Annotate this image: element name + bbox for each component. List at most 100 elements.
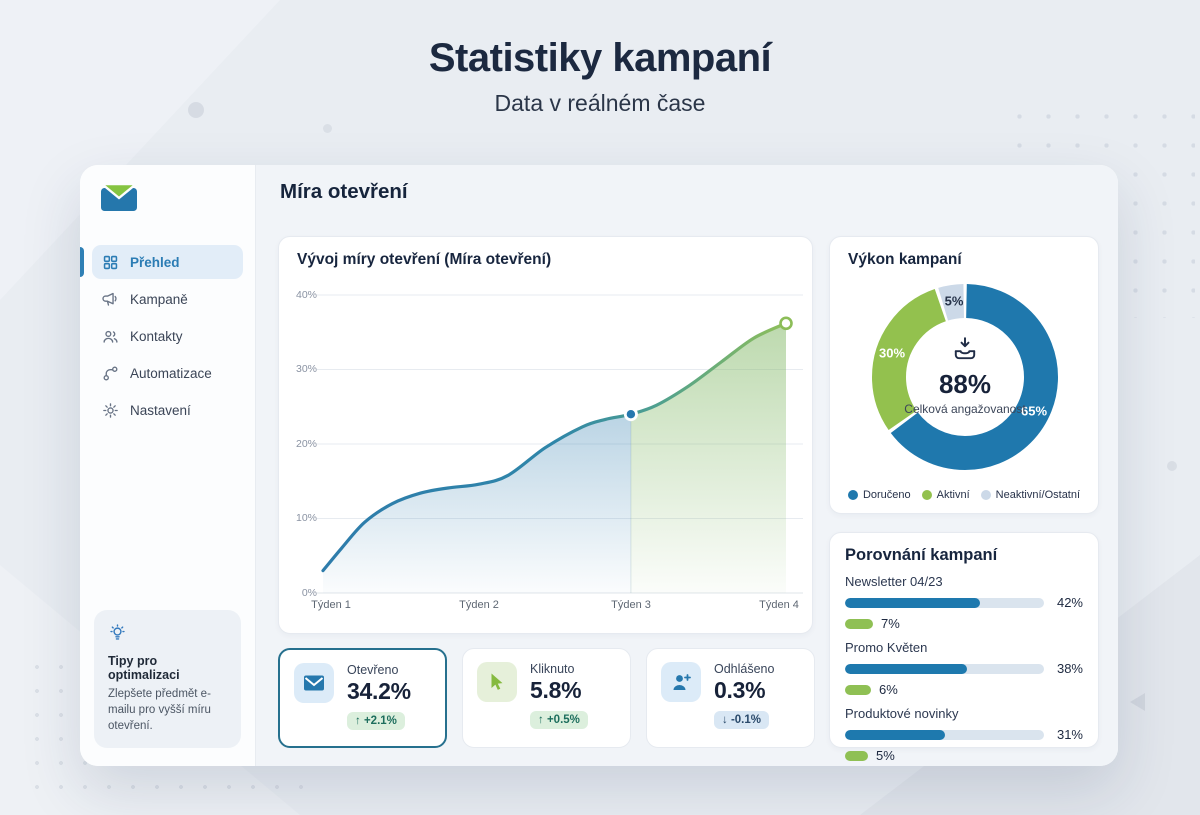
bg-circle bbox=[1167, 461, 1177, 471]
click-rate-value: 7% bbox=[881, 616, 900, 631]
legend-dot-light bbox=[980, 490, 991, 500]
sidebar-item-kontakty[interactable]: Kontakty bbox=[92, 319, 243, 353]
envelope-flap bbox=[98, 182, 140, 200]
sidebar-item-nastaveni[interactable]: Nastavení bbox=[92, 393, 243, 427]
bg-circle bbox=[323, 124, 332, 133]
legend-item-aktivni: Aktivní bbox=[921, 489, 970, 501]
campaign-name: Produktové novinky bbox=[845, 706, 959, 721]
dashboard-panel: Přehled Kampaně Kontakty bbox=[80, 165, 1118, 766]
x-tick: Týden 2 bbox=[459, 599, 499, 611]
trend-line bbox=[321, 321, 788, 573]
x-tick: Týden 4 bbox=[759, 599, 799, 611]
arrow-up-icon: ↑ bbox=[355, 715, 361, 727]
stat-label: Odhlášeno bbox=[714, 662, 775, 676]
sidebar-item-label: Automatizace bbox=[130, 365, 212, 381]
bg-triangle bbox=[1130, 693, 1145, 711]
inbox-arrow-down-icon bbox=[954, 337, 976, 360]
campaign-performance-card: Výkon kampaní 65% 30% 5% 88% Celková ang… bbox=[829, 236, 1099, 514]
y-tick: 40% bbox=[295, 289, 317, 301]
sidebar-item-label: Kampaně bbox=[130, 291, 188, 307]
users-icon bbox=[102, 327, 120, 345]
donut-center: 88% Celková angažovanost bbox=[900, 337, 1030, 417]
click-rate-value: 6% bbox=[879, 682, 898, 697]
arrow-up-icon: ↑ bbox=[538, 714, 544, 726]
donut-chart bbox=[872, 284, 1058, 470]
page-subtitle: Data v reálném čase bbox=[494, 90, 706, 116]
engagement-value: 88% bbox=[938, 369, 992, 399]
stat-cards-row: Otevřeno 34.2% ↑ +2.1% Kliknuto 5.8% ↑ bbox=[278, 648, 815, 748]
legend-label: Neaktivní/Ostatní bbox=[995, 489, 1081, 501]
engagement-label: Celková angažovanost bbox=[904, 402, 1026, 416]
gear-icon bbox=[102, 401, 120, 419]
page-header: Statistiky kampaní Data v reálném čase bbox=[0, 36, 1200, 117]
data-point-week3-dot bbox=[626, 410, 636, 419]
click-rate-value: 5% bbox=[876, 748, 895, 763]
legend-item-doruceno: Doručeno bbox=[847, 489, 911, 501]
open-rate-bar bbox=[845, 729, 945, 740]
envelope-logo bbox=[98, 182, 140, 218]
legend-label: Aktivní bbox=[936, 489, 970, 501]
delta-value: +0.5% bbox=[546, 714, 580, 726]
tip-title: Tipy pro optimalizaci bbox=[108, 653, 180, 682]
donut-segment-doruceno[interactable] bbox=[872, 284, 1058, 470]
open-rate-value: 38% bbox=[1056, 661, 1083, 676]
active-nav-accent-bar bbox=[80, 247, 84, 277]
delta-value: +2.1% bbox=[363, 715, 397, 727]
data-point-week4[interactable] bbox=[779, 316, 793, 331]
segment-label-30: 30% bbox=[878, 345, 906, 361]
donut-legend: Doručeno Aktivní Neaktivní/Ostatní bbox=[830, 489, 1098, 501]
delta-badge: ↓ -0.1% bbox=[714, 711, 769, 729]
campaign-name: Newsletter 04/23 bbox=[845, 574, 943, 589]
donut-segment-aktivni[interactable] bbox=[872, 284, 1058, 470]
segment-label-5: 5% bbox=[944, 293, 964, 309]
sidebar-item-label: Kontakty bbox=[130, 328, 183, 344]
tip-body: Zlepšete předmět e-mailu pro vyšší míru … bbox=[108, 687, 211, 732]
open-rate-track bbox=[845, 663, 1044, 674]
click-rate-bar bbox=[845, 684, 871, 695]
segment-label-65: 65% bbox=[1020, 403, 1048, 419]
grid-icon bbox=[102, 253, 120, 271]
arrow-down-icon: ↓ bbox=[722, 714, 728, 726]
sidebar-item-label: Přehled bbox=[130, 254, 180, 270]
legend-label: Doručeno bbox=[862, 489, 911, 501]
stat-card-otevreno[interactable]: Otevřeno 34.2% ↑ +2.1% bbox=[278, 648, 447, 748]
campaign-row-promo: Promo Květen 38% 6% bbox=[845, 640, 1083, 697]
section-heading: Míra otevření bbox=[280, 180, 408, 203]
y-tick: 10% bbox=[295, 512, 317, 524]
automation-nodes-icon bbox=[102, 364, 120, 382]
legend-dot-blue bbox=[847, 490, 858, 500]
delta-value: -0.1% bbox=[730, 714, 761, 726]
sidebar-item-prehled[interactable]: Přehled bbox=[92, 245, 243, 279]
comparison-title: Porovnání kampaní bbox=[845, 546, 998, 564]
open-rate-bar bbox=[845, 663, 967, 674]
open-rate-trend-card: Vývoj míry otevření (Míra otevření) 40% … bbox=[278, 236, 813, 634]
sidebar-item-automatizace[interactable]: Automatizace bbox=[92, 356, 243, 390]
sidebar-item-label: Nastavení bbox=[130, 402, 191, 418]
optimization-tip-box: Tipy pro optimalizaci Zlepšete předmět e… bbox=[94, 609, 241, 748]
legend-item-neaktivni: Neaktivní/Ostatní bbox=[980, 489, 1081, 501]
sidebar: Přehled Kampaně Kontakty bbox=[80, 165, 256, 766]
open-rate-value: 42% bbox=[1056, 595, 1083, 610]
stat-card-kliknuto[interactable]: Kliknuto 5.8% ↑ +0.5% bbox=[462, 648, 631, 748]
campaign-comparison-card: Porovnání kampaní Newsletter 04/23 42% 7… bbox=[829, 532, 1099, 763]
y-tick: 0% bbox=[301, 587, 317, 599]
delta-badge: ↑ +0.5% bbox=[530, 711, 588, 729]
area-fill-left bbox=[323, 414, 631, 593]
bg-circle bbox=[188, 102, 204, 118]
campaign-row-produktove: Produktové novinky 31% 5% bbox=[845, 706, 1083, 763]
sidebar-nav: Přehled Kampaně Kontakty bbox=[92, 245, 243, 430]
sidebar-item-kampane[interactable]: Kampaně bbox=[92, 282, 243, 316]
line-chart-title: Vývoj míry otevření (Míra otevření) bbox=[297, 251, 552, 268]
open-rate-value: 31% bbox=[1056, 727, 1083, 742]
y-tick: 30% bbox=[295, 363, 317, 375]
cursor-icon bbox=[477, 662, 517, 702]
stat-card-odhlaseno[interactable]: Odhlášeno 0.3% ↓ -0.1% bbox=[646, 648, 815, 748]
lightbulb-icon bbox=[108, 623, 227, 647]
donut-chart-title: Výkon kampaní bbox=[848, 251, 962, 268]
open-rate-track bbox=[845, 729, 1044, 740]
stat-label: Kliknuto bbox=[530, 662, 575, 676]
area-chart bbox=[317, 294, 803, 594]
legend-dot-green bbox=[921, 490, 932, 500]
stat-value: 0.3% bbox=[714, 677, 766, 703]
area-fill-right bbox=[630, 323, 786, 593]
